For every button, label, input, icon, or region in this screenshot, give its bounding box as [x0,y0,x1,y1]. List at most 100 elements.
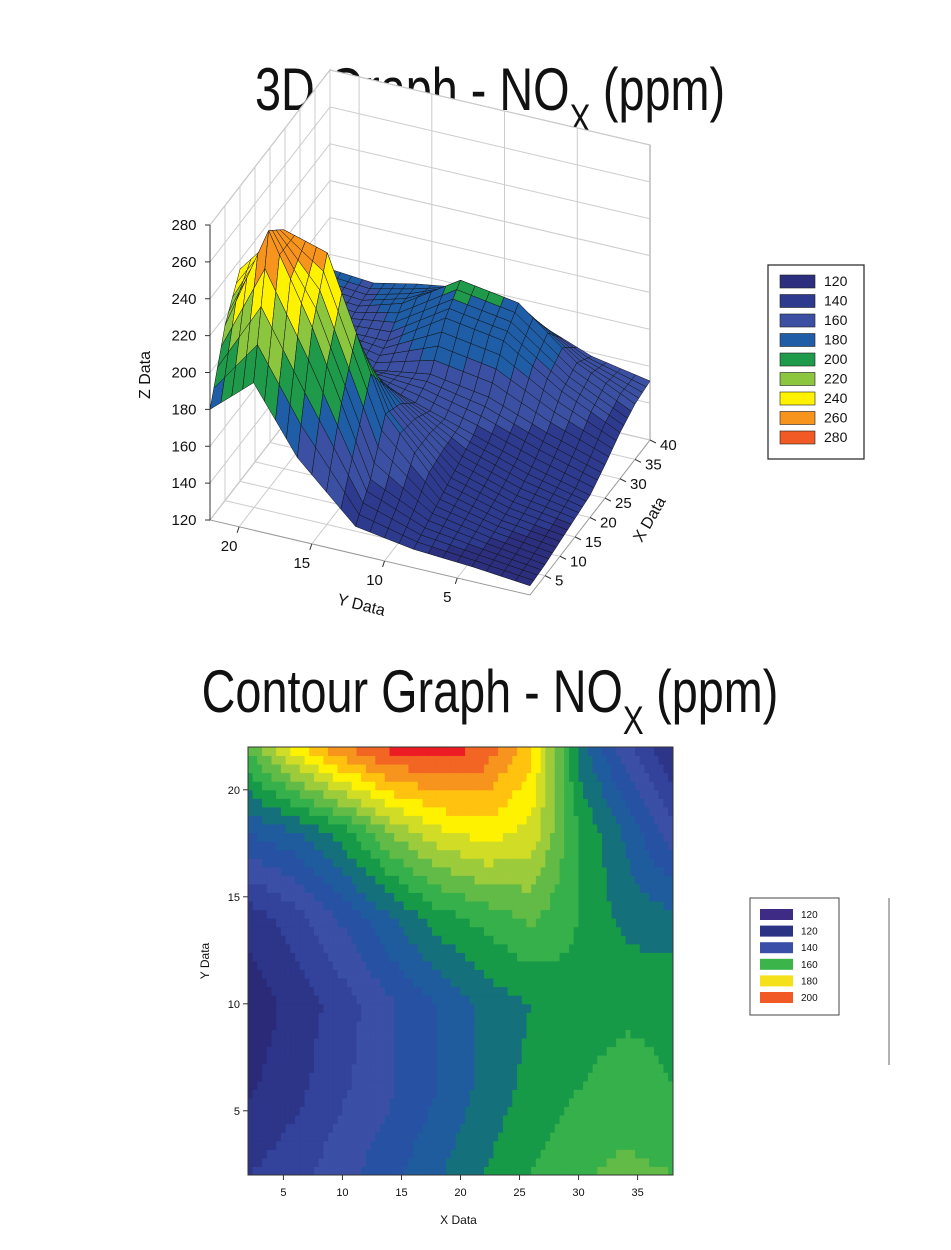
contour-fill [450,858,457,868]
z-tick-label: 260 [171,254,196,271]
contour-fill [295,806,301,816]
contour-fill [602,841,608,851]
contour-fill [271,1097,277,1107]
contour-fill [328,995,334,1005]
contour-fill [276,781,282,791]
contour-fill [531,935,537,945]
contour-fill [370,926,376,936]
contour-fill [403,900,410,911]
contour-fill [625,900,631,911]
contour-fill [564,866,570,876]
contour-fill [479,900,485,911]
contour-fill [493,866,499,876]
contour-fill [247,1114,254,1125]
contour-fill [639,1037,646,1048]
contour-fill [469,1029,476,1039]
contour-fill [469,763,476,774]
contour-fill [304,1140,310,1150]
contour-fill [351,866,358,876]
contour-fill [587,1140,594,1150]
contour-fill [611,841,617,851]
contour-fill [318,977,325,988]
contour-fill [644,1046,650,1056]
contour-fill [398,866,405,876]
contour-fill [592,918,598,928]
contour-fill [526,926,532,936]
contour-fill [370,960,376,971]
contour-fill [469,823,476,834]
contour-fill [403,1089,410,1099]
contour-fill [427,755,433,765]
contour-fill [531,1063,537,1073]
contour-fill [351,892,358,902]
contour-fill [422,1123,428,1133]
contour-fill [483,1037,490,1048]
contour-fill [663,1055,669,1065]
contour-fill [663,1157,669,1167]
contour-fill [299,1114,306,1125]
contour-fill [488,935,495,945]
contour-fill [441,772,447,782]
contour-fill [583,849,589,859]
contour-fill [432,1097,438,1107]
contour-fill [337,1046,343,1056]
contour-fill [280,1063,287,1073]
contour-fill [347,1157,353,1167]
contour-fill [550,1089,556,1099]
contour-fill [488,900,495,911]
contour-fill [309,943,315,953]
contour-fill [620,977,627,988]
contour-fill [436,815,443,825]
contour-fill [375,1080,381,1090]
contour-fill [540,883,546,893]
contour-fill [488,943,495,953]
contour-fill [446,815,452,825]
contour-fill [370,909,376,919]
contour-fill [460,900,466,911]
contour-fill [332,1149,339,1159]
contour-fill [403,1029,410,1039]
contour-fill [276,1029,282,1039]
contour-fill [488,960,495,971]
contour-fill [644,986,650,996]
contour-fill [488,995,495,1005]
contour-fill [630,1106,636,1116]
contour-fill [347,1046,353,1056]
contour-fill [332,1114,339,1125]
contour-fill [625,926,631,936]
contour-fill [290,1003,296,1013]
contour-fill [403,1166,410,1176]
contour-fill [262,841,268,851]
contour-fill [474,875,480,885]
contour-fill [365,755,372,765]
contour-fill [635,1097,641,1107]
contour-fill [365,1097,372,1107]
contour-fill [365,781,372,791]
contour-fill [271,875,277,885]
contour-fill [309,789,315,799]
contour-fill [559,892,565,902]
contour-fill [474,1020,480,1030]
contour-fill [342,798,348,808]
contour-fill [606,1080,613,1090]
contour-fill [649,1072,655,1082]
contour-fill [535,832,542,842]
contour-fill [573,1055,580,1065]
contour-fill [313,858,320,868]
contour-fill [460,1114,466,1125]
contour-fill [304,1080,310,1090]
contour-fill [554,1089,561,1099]
contour-fill [351,823,358,834]
contour-fill [295,952,301,962]
contour-fill [304,866,310,876]
contour-fill [479,1055,485,1065]
contour-fill [257,1072,263,1082]
x-tick [634,458,642,463]
contour-fill [535,1029,542,1039]
contour-fill [644,1097,650,1107]
contour-fill [389,841,395,851]
contour-fill [436,798,443,808]
contour-fill [450,1089,457,1099]
contour-fill [432,883,438,893]
contour-fill [606,1089,613,1099]
